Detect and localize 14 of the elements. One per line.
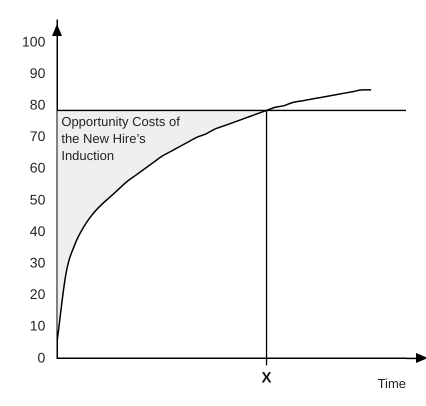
x-tick-label: X [262, 370, 272, 387]
y-tick-label: 70 [30, 128, 46, 144]
x-axis-title: Time [378, 376, 406, 391]
y-tick-label: 80 [30, 96, 46, 113]
y-tick-label: 40 [30, 222, 46, 239]
y-tick-label: 30 [30, 254, 46, 270]
y-tick-label: 100 [22, 33, 46, 50]
y-tick-label: 10 [30, 318, 46, 334]
y-tick-label: 20 [30, 286, 46, 302]
y-tick-label: 90 [30, 64, 46, 81]
y-tick-label: 0 [38, 349, 46, 366]
annotation: Opportunity Costs of the New Hire’s Induction [61, 113, 181, 164]
y-tick-label: 50 [30, 191, 46, 208]
y-tick-label: 60 [30, 160, 46, 176]
